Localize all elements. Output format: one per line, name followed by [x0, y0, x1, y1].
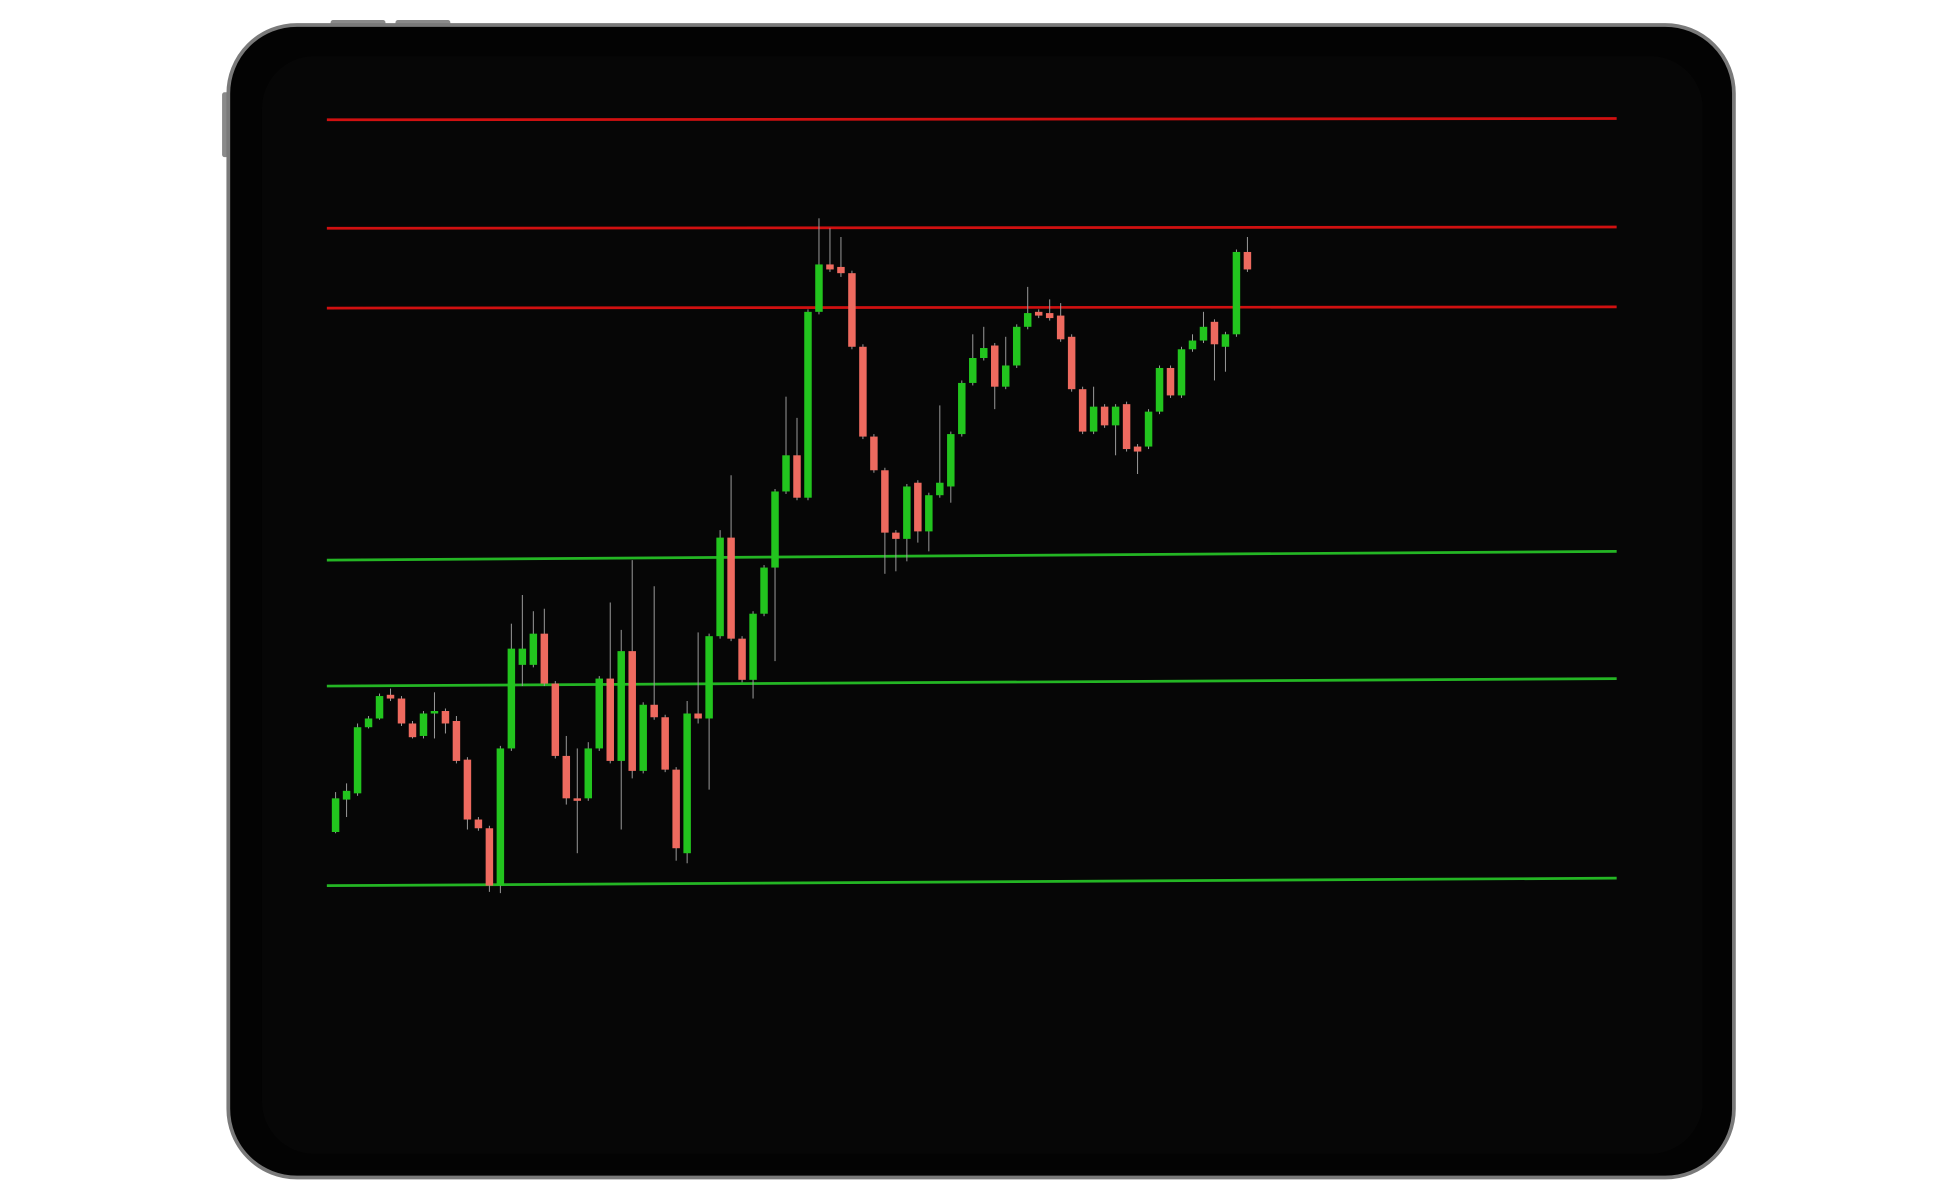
candle-body — [496, 748, 505, 886]
candle-body — [1001, 365, 1010, 387]
candle-body — [584, 748, 593, 799]
candle-body — [650, 704, 658, 718]
candle-body — [386, 694, 395, 699]
candle-body — [1177, 349, 1186, 396]
candle-body — [1155, 367, 1164, 412]
candle-body — [441, 711, 450, 724]
candle-body — [683, 713, 691, 854]
candle-body — [1078, 389, 1087, 432]
level-line — [326, 305, 1617, 310]
candle-body — [529, 633, 538, 665]
candle-body — [892, 532, 900, 539]
candle-body — [1100, 406, 1109, 426]
candle-body — [573, 798, 582, 801]
candle-body — [485, 828, 494, 886]
candle-body — [804, 311, 812, 498]
candle-body — [375, 696, 384, 719]
candle-body — [1012, 326, 1021, 366]
candle-body — [749, 613, 757, 680]
candle-body — [1210, 321, 1219, 345]
candle-body — [518, 648, 527, 665]
candle-body — [540, 633, 549, 684]
candle-body — [782, 455, 790, 492]
level-line — [326, 225, 1617, 230]
candle-body — [936, 482, 944, 496]
candle-body — [1221, 334, 1230, 347]
candle-body — [639, 704, 647, 771]
candle-body — [1111, 406, 1120, 426]
candle-body — [1144, 411, 1153, 447]
candle-body — [1089, 406, 1098, 432]
candle-body — [606, 678, 614, 761]
candle-body — [628, 651, 636, 771]
candle-body — [848, 273, 856, 347]
candle-body — [430, 711, 439, 714]
candle-body — [342, 790, 351, 800]
candle-body — [419, 713, 428, 736]
candle-body — [1056, 315, 1065, 340]
candle-body — [408, 723, 417, 738]
level-line — [326, 549, 1617, 562]
candle-body — [1166, 367, 1175, 396]
candle-body — [705, 636, 713, 719]
candle-body — [331, 798, 340, 833]
candle-body — [738, 638, 746, 680]
candle-body — [661, 717, 669, 770]
candle-body — [958, 382, 966, 435]
candle-body — [1199, 326, 1208, 341]
candle-body — [617, 651, 625, 761]
candle-body — [991, 345, 999, 387]
candle-body — [507, 648, 516, 749]
candle-body — [452, 720, 461, 761]
candle-body — [771, 491, 779, 568]
candle-body — [397, 698, 406, 724]
candle-body — [914, 482, 922, 532]
candle-body — [694, 713, 702, 719]
candle-body — [672, 769, 680, 849]
plot — [326, 117, 1617, 894]
candle-body — [826, 264, 834, 270]
candle-body — [925, 495, 933, 532]
candle-body — [793, 455, 801, 498]
candle-body — [870, 436, 878, 471]
candle-body — [1188, 340, 1197, 350]
candle-body — [1133, 446, 1142, 452]
candle-body — [1034, 311, 1043, 316]
candle-body — [1243, 251, 1252, 270]
candle-body — [463, 759, 472, 820]
candle-body — [903, 486, 911, 539]
candle-body — [969, 357, 977, 383]
candle-body — [595, 678, 603, 749]
candle-body — [1023, 313, 1032, 327]
level-line — [326, 117, 1617, 122]
tablet-screen — [261, 56, 1703, 1154]
candle-body — [562, 755, 571, 799]
candle-body — [760, 567, 768, 614]
candle-body — [947, 434, 955, 487]
candle-body — [551, 683, 560, 756]
level-line — [326, 876, 1617, 888]
candle-body — [980, 348, 988, 358]
candle-body — [1232, 251, 1241, 335]
candle-body — [881, 470, 889, 533]
candle-body — [364, 718, 373, 728]
candle-body — [859, 346, 867, 437]
candle-body — [716, 537, 724, 637]
candle-body — [1045, 313, 1054, 319]
candle-body — [1067, 336, 1076, 390]
candle-body — [1122, 404, 1131, 450]
candle-body — [353, 727, 362, 794]
candle-body — [474, 819, 483, 829]
candle-body — [815, 264, 823, 312]
level-line — [326, 677, 1617, 688]
candle-body — [727, 537, 735, 639]
candle-body — [837, 266, 845, 274]
